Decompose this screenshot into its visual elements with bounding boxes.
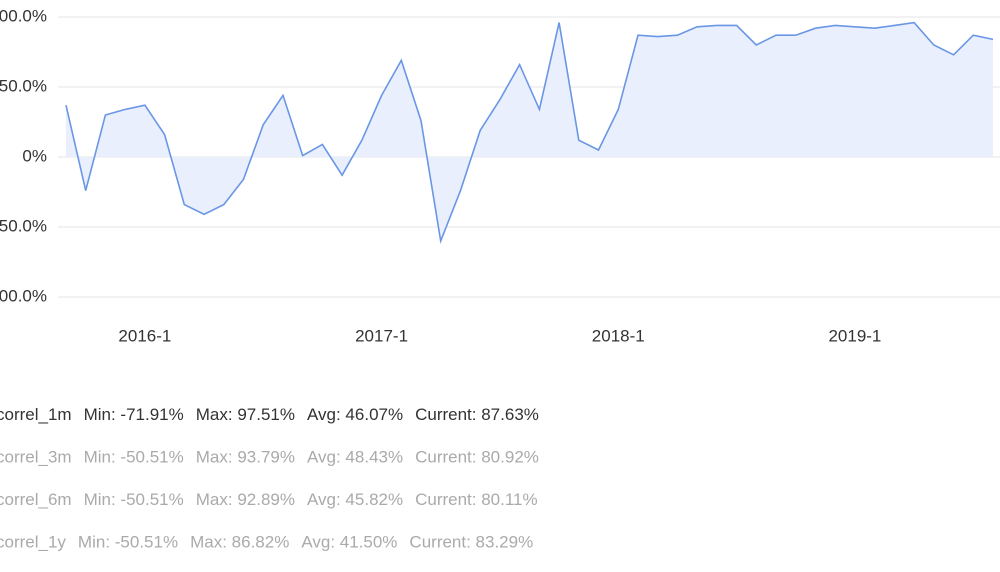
legend-row: correl_6m Min: -50.51% Max: 92.89% Avg: 45.… (0, 490, 538, 509)
x-tick-label: 2017-1 (355, 326, 408, 345)
x-tick-label: 2016-1 (118, 326, 171, 345)
legend-stat: Current: 87.63% (415, 405, 539, 424)
legend-stat: Avg: 45.82% (307, 490, 403, 509)
legend-stat: Max: 97.51% (196, 405, 295, 424)
legend-stat: Avg: 41.50% (301, 533, 397, 552)
legend-stat: Min: -50.51% (84, 448, 184, 467)
y-tick-label: 100.0% (0, 6, 47, 25)
legend-stat: Avg: 48.43% (307, 448, 403, 467)
legend-name[interactable]: correl_6m (0, 490, 72, 509)
legend-stat: Avg: 46.07% (307, 405, 403, 424)
x-tick-label: 2018-1 (592, 326, 645, 345)
legend-stat: Current: 80.92% (415, 448, 539, 467)
legend-stat: Current: 83.29% (409, 533, 533, 552)
legend-stat: Max: 86.82% (190, 533, 289, 552)
legend-stat: Min: -71.91% (84, 405, 184, 424)
legend-row: correl_3m Min: -50.51% Max: 93.79% Avg: 48.… (0, 448, 539, 467)
legend-row: correl_1y Min: -50.51% Max: 86.82% Avg: 41.… (0, 533, 533, 552)
legend-stat: Min: -50.51% (78, 533, 178, 552)
legend-stat: Max: 92.89% (196, 490, 295, 509)
legend-stat: Max: 93.79% (196, 448, 295, 467)
area (66, 22, 993, 241)
y-tick-label: 0% (22, 146, 47, 165)
legend-name[interactable]: correl_3m (0, 448, 72, 467)
legend-row: correl_1m Min: -71.91% Max: 97.51% Avg: 46.… (0, 405, 539, 424)
legend-stat: Min: -50.51% (84, 490, 184, 509)
y-tick-label: -100.0% (0, 286, 47, 305)
line (65, 21, 994, 245)
y-tick-label: 50.0% (0, 76, 47, 95)
y-tick-label: -50.0% (0, 216, 47, 235)
legend-stat: Current: 80.11% (415, 490, 538, 509)
legend-name[interactable]: correl_1m (0, 405, 72, 424)
legend-name[interactable]: correl_1y (0, 533, 66, 552)
x-tick-label: 2019-1 (828, 326, 881, 345)
